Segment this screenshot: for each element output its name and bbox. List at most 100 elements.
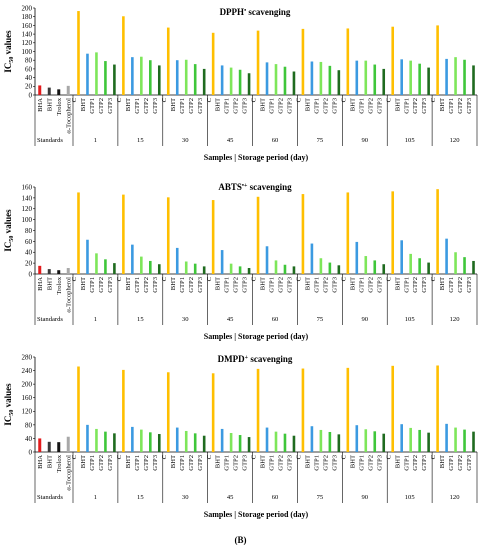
bar-standard--tocopherol [66,85,70,95]
category-label: BHT [439,277,446,290]
category-label: C [385,97,392,102]
category-label: BHT [46,455,53,468]
category-label: GTP1 [358,455,365,471]
category-label: GTP3 [107,97,114,113]
category-label: GTP2 [98,98,105,114]
category-label: Trolox [56,276,63,294]
bar-gtp3-day-105 [427,67,430,95]
category-label: α-Tocopherol [65,98,72,134]
bar-gtp3-day-1 [113,263,116,274]
category-label: BHT [305,455,312,468]
category-label: GTP3 [376,97,383,113]
category-label: BHT [170,277,177,290]
bar-gtp2-day-1 [104,259,107,274]
bar-gtp2-day-105 [418,429,421,452]
bar-gtp2-day-60 [283,264,287,274]
bar-standard-bha [38,438,42,452]
bar-gtp3-day-30 [202,435,206,452]
category-label: C [296,454,303,459]
bar-gtp1-day-1 [95,52,98,95]
category-label: Trolox [56,454,63,472]
category-label: C [161,454,168,459]
bar-c-day-15 [122,369,125,452]
bar-c-day-105 [391,191,395,274]
bar-c-day-75 [301,194,305,274]
bar-gtp1-day-75 [319,429,323,452]
bar-bht-day-15 [131,244,134,274]
category-label: C [296,97,303,102]
bar-gtp1-day-120 [454,57,457,95]
bar-gtp2-day-75 [328,431,332,452]
category-label: GTP3 [331,454,338,470]
bar-gtp3-day-15 [157,264,161,274]
category-label: GTP2 [412,455,419,471]
category-label: GTP2 [367,455,374,471]
category-label: C [116,97,123,102]
bar-gtp3-day-30 [202,266,206,274]
chart-title: ABTS•+ scavenging [218,182,292,192]
category-label: GTP3 [197,276,204,292]
standards-group-label: Standards [37,494,63,501]
category-label: GTP1 [358,277,365,293]
bar-gtp2-day-90 [373,431,377,452]
bar-gtp1-day-120 [454,252,457,274]
bar-bht-day-75 [310,243,314,274]
category-label: GTP2 [412,277,419,293]
bar-gtp1-day-30 [184,261,188,274]
storage-day-label: 60 [272,316,279,323]
bar-bht-day-120 [445,58,448,95]
category-label: α-Tocopherol [65,455,72,491]
bar-gtp2-day-30 [193,64,197,95]
y-axis-label: IC50 values [3,209,15,252]
bar-bht-day-30 [175,427,179,452]
category-label: GTP3 [466,97,473,113]
bar-bht-day-45 [220,65,224,95]
category-label: GTP2 [367,98,374,114]
category-label: C [161,276,168,281]
category-label: C [251,97,258,102]
category-label: C [116,454,123,459]
category-label: BHT [170,98,177,111]
bar-gtp1-day-120 [454,427,457,452]
bar-gtp1-day-45 [229,263,233,274]
category-label: GTP1 [134,277,141,293]
category-label: BHT [260,455,267,468]
bar-c-day-60 [256,368,260,452]
bar-gtp1-day-90 [364,60,368,95]
bar-gtp2-day-120 [463,257,466,274]
y-tick-label: 80 [25,57,33,65]
y-tick-label: 280 [22,353,33,361]
chart-title: DPPH• scavenging [220,7,291,17]
bar-bht-day-1 [86,239,89,274]
y-tick-label: 140 [22,31,33,39]
bar-c-day-75 [301,28,305,96]
bar-bht-day-45 [220,428,224,452]
bar-bht-day-60 [265,427,269,452]
bar-bht-day-75 [310,61,314,95]
bar-c-day-45 [211,200,215,274]
storage-day-label: 105 [405,494,416,501]
bar-gtp1-day-1 [95,253,98,274]
bar-gtp2-day-105 [418,258,421,274]
storage-day-label: 1 [94,316,97,323]
category-label: BHA [37,277,44,291]
storage-day-label: 1 [94,494,97,501]
bar-c-day-1 [77,366,80,452]
category-label: C [430,276,437,281]
bar-gtp3-day-120 [472,65,475,95]
bar-c-day-105 [391,26,395,95]
bar-gtp2-day-15 [149,60,152,95]
category-label: BHT [439,98,446,111]
storage-day-label: 120 [450,494,461,501]
storage-day-label: 90 [361,137,368,144]
category-label: BHA [37,455,44,469]
bar-gtp2-day-15 [149,432,152,452]
category-label: GTP3 [152,276,159,292]
y-tick-label: 120 [22,408,33,416]
bar-bht-day-75 [310,426,314,452]
bar-c-day-1 [77,11,80,96]
category-label: BHT [394,455,401,468]
bar-standard-bha [38,265,42,274]
bar-gtp3-day-120 [472,431,475,452]
category-label: GTP1 [448,98,455,114]
